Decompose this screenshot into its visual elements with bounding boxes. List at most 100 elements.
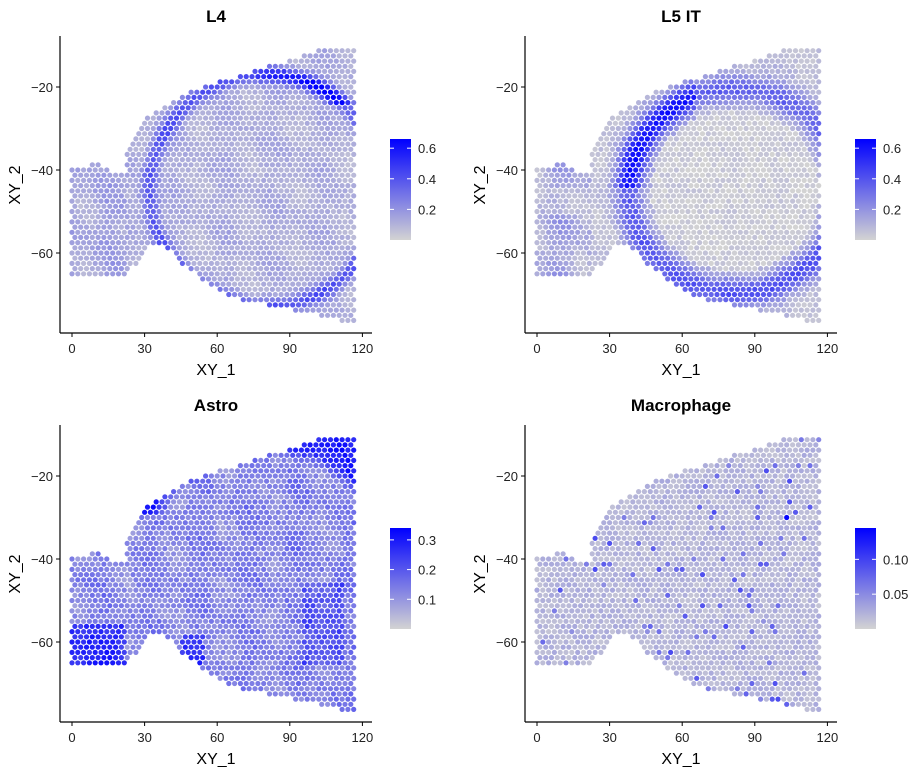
spot [188, 120, 194, 126]
spot [269, 131, 275, 137]
spot [307, 229, 313, 235]
spot [269, 509, 275, 515]
spot [641, 120, 647, 126]
spot [699, 276, 706, 282]
spot [781, 151, 787, 157]
spot [327, 48, 334, 54]
spot [540, 167, 546, 173]
spot [232, 125, 238, 132]
spot [627, 188, 633, 194]
spot [287, 183, 293, 189]
spot [142, 613, 148, 619]
spot [327, 79, 334, 85]
spot [784, 53, 790, 59]
spot [240, 266, 246, 272]
spot [269, 530, 275, 536]
spot [208, 597, 214, 604]
spot [348, 167, 354, 173]
spot [307, 577, 313, 583]
spot [130, 530, 136, 536]
spot [217, 120, 223, 126]
spot [287, 255, 293, 261]
spot [156, 115, 162, 121]
spot [644, 208, 650, 215]
spot [781, 276, 787, 282]
spot [272, 63, 278, 69]
spot [226, 94, 232, 100]
spot [258, 276, 264, 282]
spot [255, 291, 261, 298]
spot [269, 540, 275, 546]
spot [668, 240, 674, 246]
spot [98, 597, 104, 604]
spot [287, 266, 293, 272]
spot [604, 198, 610, 204]
spot [281, 509, 287, 515]
spot [339, 437, 345, 443]
spot [226, 514, 232, 521]
spot [795, 94, 801, 100]
spot [258, 89, 264, 95]
spot [298, 79, 304, 85]
spot [801, 125, 807, 132]
spot [255, 208, 261, 215]
spot [691, 219, 697, 225]
spot [714, 167, 720, 173]
spot [795, 208, 801, 215]
spot [694, 255, 700, 261]
spot [284, 125, 290, 132]
spot [133, 608, 139, 614]
spot [307, 281, 313, 287]
spot [760, 260, 767, 266]
spot [301, 188, 307, 194]
spot [298, 68, 304, 74]
spot [205, 203, 212, 209]
spot [185, 105, 191, 111]
spot [205, 120, 212, 126]
spot [618, 203, 624, 209]
spot [653, 100, 659, 106]
spot [182, 131, 188, 137]
spot [191, 167, 197, 173]
spot [348, 291, 354, 298]
spot [636, 172, 642, 178]
spot [310, 447, 316, 453]
spot [775, 183, 781, 189]
spot [752, 141, 758, 147]
spot [165, 540, 171, 546]
spot [217, 203, 223, 209]
spot [246, 520, 252, 526]
spot [697, 240, 703, 246]
spot [804, 172, 810, 178]
spot [113, 234, 119, 240]
spot [336, 312, 342, 318]
spot [345, 68, 351, 74]
spot [752, 183, 758, 189]
spot [185, 597, 191, 604]
spot [778, 229, 784, 235]
spot [699, 234, 706, 240]
spot [101, 266, 107, 272]
spot [560, 183, 566, 189]
spot [810, 151, 816, 157]
spot [673, 146, 679, 152]
spot [304, 203, 310, 209]
spot [775, 141, 781, 147]
spot [304, 603, 310, 609]
spot [563, 240, 569, 246]
spot [717, 214, 723, 220]
spot [240, 100, 246, 106]
spot [804, 245, 810, 251]
spot [734, 110, 740, 116]
spot [229, 561, 235, 567]
spot [287, 551, 293, 557]
spot [223, 162, 229, 168]
spot [673, 208, 679, 215]
spot [679, 198, 685, 204]
spot [150, 514, 156, 521]
spot [150, 146, 156, 152]
spot [758, 266, 764, 272]
spot [104, 188, 110, 194]
spot [787, 162, 793, 168]
spot [301, 198, 307, 204]
